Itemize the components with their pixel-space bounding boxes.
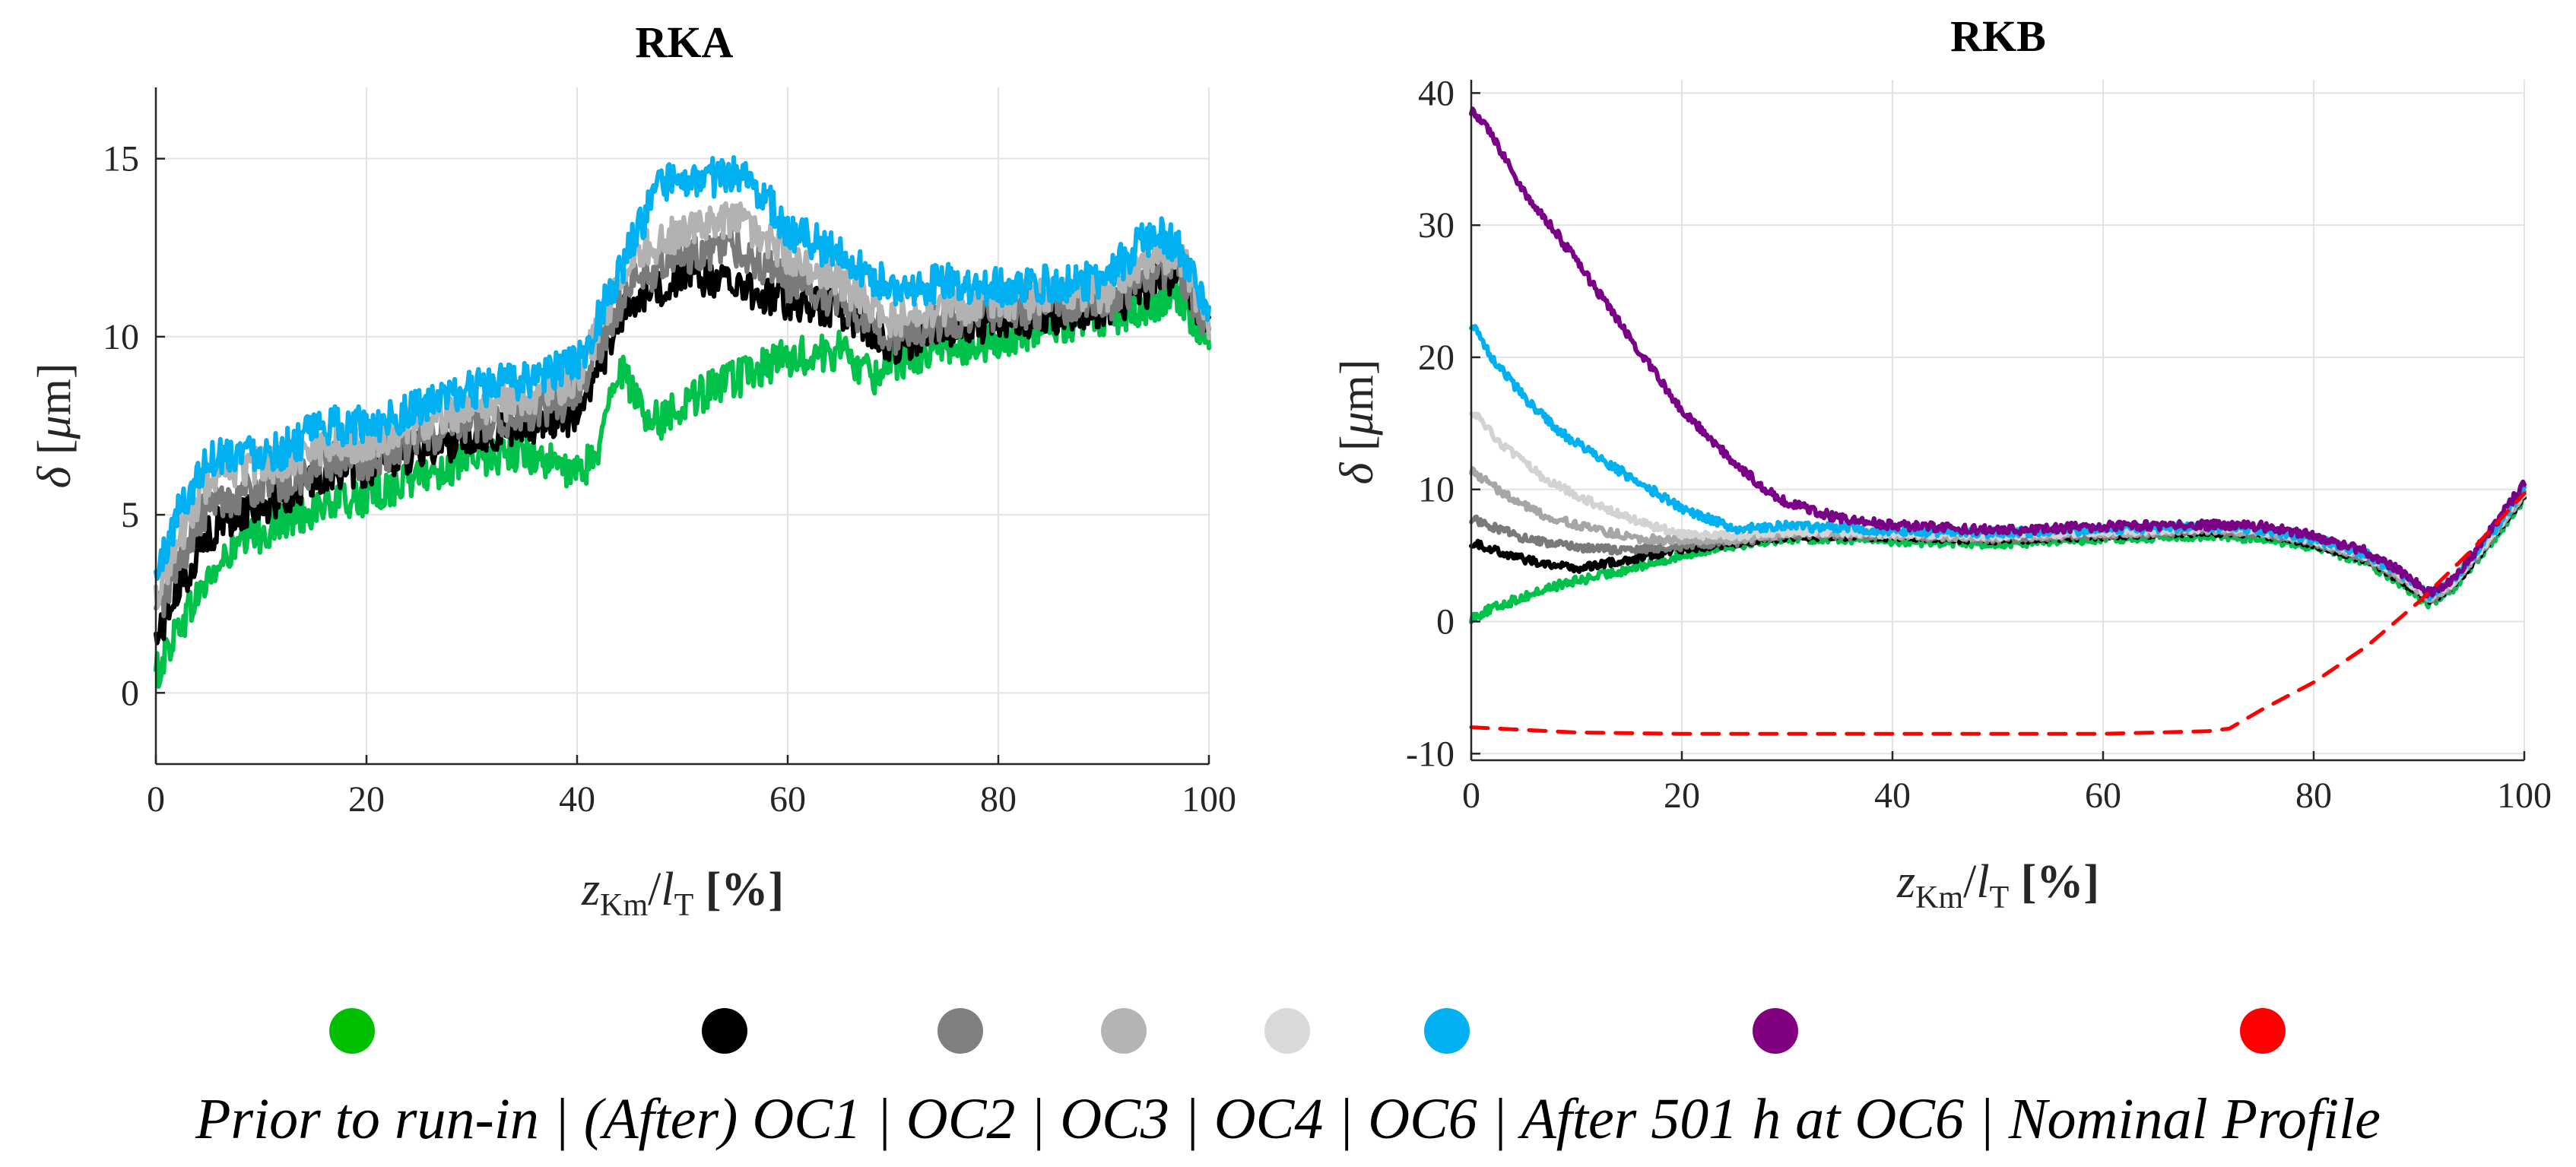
rkb-grid [1470, 80, 2525, 760]
rkb-y-tick-label-2: 10 [1418, 470, 1455, 510]
rkb-series-nominal-profile [1469, 491, 2527, 736]
rka-series-layer [154, 155, 1211, 689]
legend-marker-oc2 [937, 1008, 983, 1054]
rkb-x-tick-label-5: 100 [2497, 775, 2552, 816]
rkb-y-tick-label-0: -10 [1406, 734, 1455, 774]
rkb-y-tick-label-1: 0 [1436, 602, 1455, 642]
rka-x-axis-label: zKm/lT [%] [581, 864, 784, 923]
rka-y-tick-label-1: 5 [121, 495, 139, 535]
rka-series-oc3 [154, 201, 1211, 610]
rka-series-prior-to-run-in [154, 275, 1211, 689]
rkb-series-oc6 [1469, 324, 2527, 601]
rka-x-tick-label-3: 60 [769, 779, 806, 820]
legend: Prior to run-in | (After) OC1 | OC2 | OC… [195, 1008, 2381, 1151]
rka-y-tick-label-0: 0 [121, 673, 139, 713]
legend-marker-oc4 [1264, 1008, 1310, 1054]
rkb-y-axis-label: δ [μm] [1331, 360, 1383, 485]
legend-marker-oc6 [1424, 1008, 1470, 1054]
rkb-x-tick-label-3: 60 [2085, 775, 2121, 816]
rka-y-tick-label-2: 10 [103, 317, 139, 357]
rkb-series-after-501-h-at-oc6 [1469, 106, 2527, 599]
rkb-x-tick-label-4: 80 [2295, 775, 2332, 816]
rkb-x-tick-label-0: 0 [1462, 775, 1480, 816]
legend-marker-prior-to-run-in [329, 1008, 375, 1054]
legend-marker-oc3 [1101, 1008, 1147, 1054]
rka-x-tick-label-5: 100 [1182, 779, 1236, 820]
rkb-x-tick-label-1: 20 [1664, 775, 1700, 816]
rkb-title: RKB [1950, 11, 2046, 61]
rkb-series-layer [1469, 106, 2527, 736]
legend-marker-oc1 [702, 1008, 747, 1054]
rka-title: RKA [636, 17, 734, 67]
panel-rka: RKA 0 20 40 60 80 100 0 5 10 15 zKm/lT [%] δ [μm] [29, 17, 1236, 923]
rka-series-oc6 [154, 155, 1211, 582]
rka-x-tick-label-2: 40 [559, 779, 595, 820]
rkb-y-tick-label-3: 20 [1418, 338, 1455, 378]
rka-ticks: 0 20 40 60 80 100 0 5 10 15 [103, 139, 1236, 820]
rka-x-tick-label-1: 20 [348, 779, 385, 820]
legend-marker-after-501-h-at-oc6 [1753, 1008, 1798, 1054]
legend-text: Prior to run-in | (After) OC1 | OC2 | OC… [195, 1087, 2381, 1151]
rkb-x-tick-label-2: 40 [1874, 775, 1911, 816]
rkb-x-axis-label: zKm/lT [%] [1896, 856, 2099, 915]
rkb-y-tick-label-5: 40 [1418, 73, 1455, 113]
rka-axes [154, 87, 1209, 766]
rka-x-tick-label-0: 0 [147, 779, 165, 820]
rka-y-tick-label-3: 15 [103, 139, 139, 179]
rkb-y-tick-label-4: 30 [1418, 205, 1455, 246]
rka-y-axis-label: δ [μm] [29, 363, 81, 489]
rkb-axes [1470, 80, 2524, 762]
rka-x-tick-label-4: 80 [980, 779, 1017, 820]
legend-marker-nominal-profile [2240, 1008, 2286, 1054]
rkb-series-prior-to-run-in [1469, 494, 2527, 625]
legend-markers [329, 1008, 2286, 1054]
